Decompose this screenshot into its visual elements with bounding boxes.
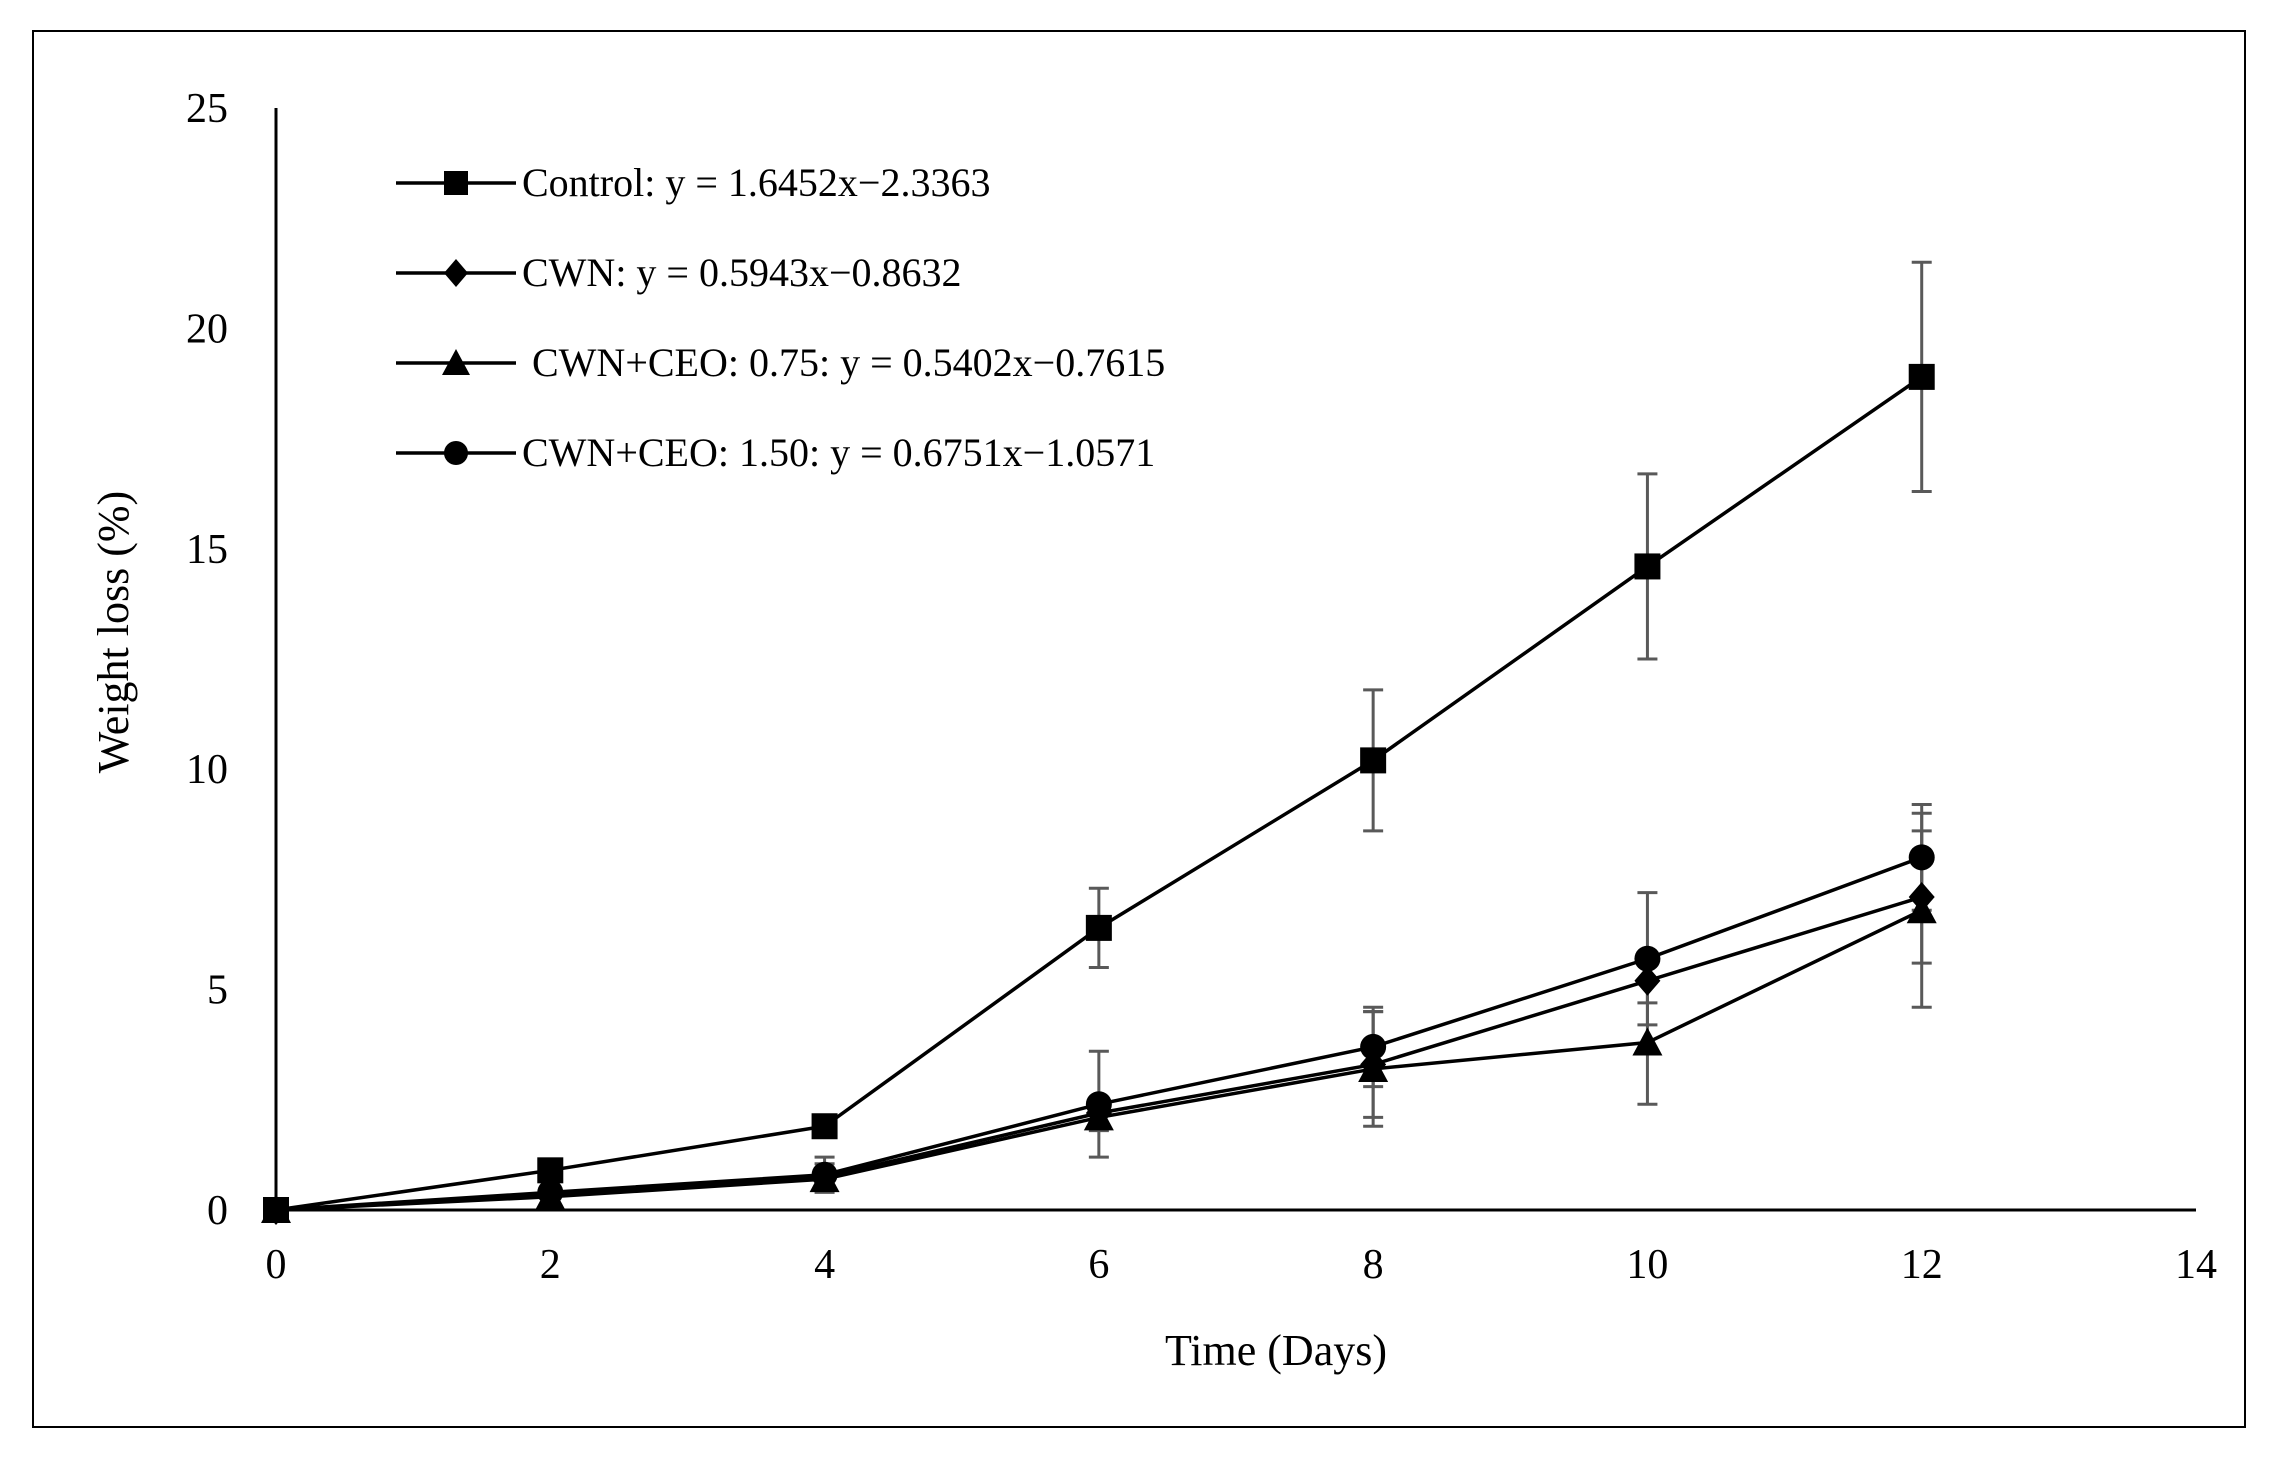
data-point-diamond xyxy=(1634,965,1661,996)
y-tick-label: 20 xyxy=(186,306,228,352)
data-point-circle xyxy=(811,1161,838,1188)
x-axis-title: Time (Days) xyxy=(1165,1326,1387,1375)
y-tick-label: 25 xyxy=(186,86,228,132)
legend-label: CWN+CEO: 0.75: y = 0.5402x−0.7615 xyxy=(522,340,1165,385)
data-point-circle xyxy=(1634,945,1661,972)
legend-marker-diamond xyxy=(444,259,468,287)
data-point-triangle xyxy=(1358,1053,1389,1082)
data-point-square xyxy=(537,1157,564,1184)
x-tick-label: 10 xyxy=(1626,1242,1668,1288)
series-markers xyxy=(261,363,1937,1225)
data-point-square xyxy=(1085,914,1112,941)
x-tick-label: 8 xyxy=(1363,1242,1384,1288)
data-point-circle xyxy=(1085,1091,1112,1118)
data-point-triangle xyxy=(1906,895,1937,924)
y-tick-label: 10 xyxy=(186,747,228,793)
y-tick-label: 5 xyxy=(207,968,228,1014)
chart-frame xyxy=(32,30,2246,1428)
data-point-square xyxy=(1908,363,1935,390)
data-point-circle xyxy=(1360,1033,1387,1060)
y-axis-title: Weight loss (%) xyxy=(89,491,138,773)
x-tick-label: 6 xyxy=(1088,1242,1109,1288)
y-tick-label: 0 xyxy=(207,1188,228,1234)
x-tick-label: 14 xyxy=(2175,1242,2217,1288)
y-tick-label: 15 xyxy=(186,527,228,573)
x-tick-label: 12 xyxy=(1901,1242,1943,1288)
legend-label: CWN: y = 0.5943x−0.8632 xyxy=(522,250,962,295)
x-tick-label: 2 xyxy=(540,1242,561,1288)
legend-label: CWN+CEO: 1.50: y = 0.6751x−1.0571 xyxy=(522,430,1155,475)
legend-label: Control: y = 1.6452x−2.3363 xyxy=(522,160,990,205)
legend-marker-triangle xyxy=(442,349,470,375)
legend-marker-square xyxy=(444,171,468,195)
x-tick-label: 4 xyxy=(814,1242,835,1288)
data-point-circle xyxy=(537,1179,564,1206)
data-point-square xyxy=(1634,553,1661,580)
axes: 0 2 4 6 8 10 12 14 0 5 10 15 20 25 xyxy=(186,86,2217,1288)
data-point-triangle xyxy=(1632,1027,1663,1056)
legend: Control: y = 1.6452x−2.3363 CWN: y = 0.59… xyxy=(396,160,1165,475)
legend-marker-circle xyxy=(444,441,468,465)
data-point-circle xyxy=(1908,844,1935,871)
data-point-square xyxy=(1360,747,1387,774)
x-tick-label: 0 xyxy=(266,1242,287,1288)
data-point-circle xyxy=(263,1197,289,1223)
data-point-square xyxy=(811,1113,838,1140)
